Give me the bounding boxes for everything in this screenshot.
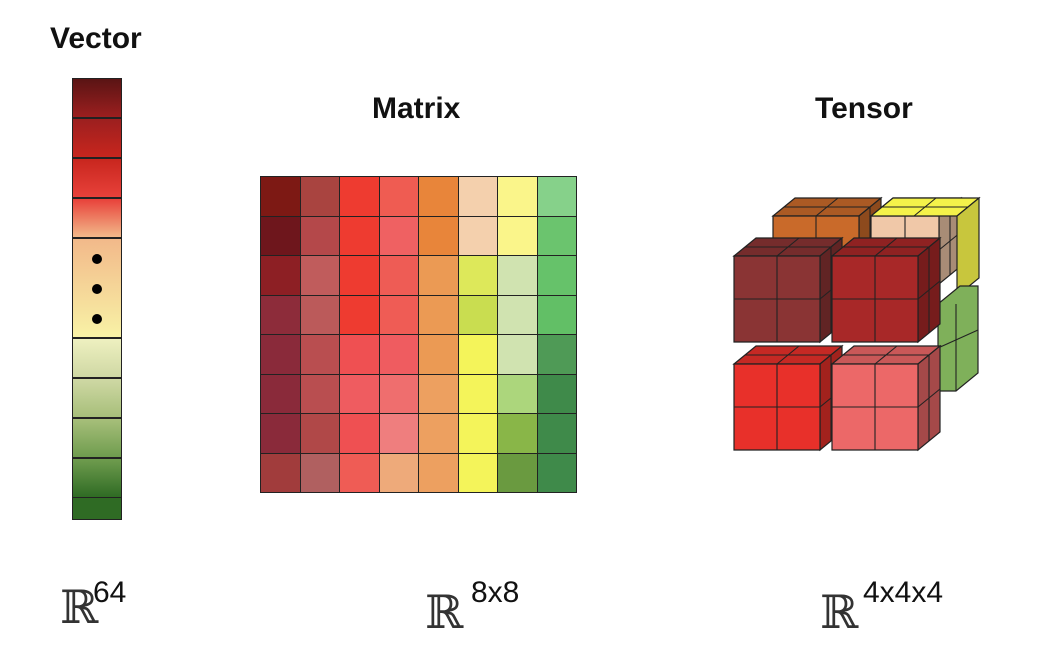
- matrix-cell: [378, 294, 419, 335]
- vector-cell: [72, 458, 122, 498]
- matrix-cell: [457, 176, 498, 217]
- matrix-cell: [260, 255, 301, 296]
- matrix-cell: [536, 215, 577, 256]
- matrix-cell: [497, 294, 538, 335]
- vector-column: [72, 78, 122, 520]
- matrix-cell: [536, 452, 577, 493]
- matrix-cell: [260, 176, 301, 217]
- matrix-cell: [457, 255, 498, 296]
- matrix-cell: [260, 215, 301, 256]
- matrix-cell: [497, 215, 538, 256]
- matrix-cell: [497, 334, 538, 375]
- matrix-cell: [497, 255, 538, 296]
- matrix-cell: [339, 413, 380, 454]
- matrix-cell: [418, 294, 459, 335]
- matrix-cell: [418, 255, 459, 296]
- vector-real-symbol: ℝ: [60, 580, 99, 634]
- matrix-cell: [457, 373, 498, 414]
- matrix-cell: [457, 413, 498, 454]
- dot: [92, 314, 102, 324]
- matrix-cell: [418, 215, 459, 256]
- matrix-cell: [378, 176, 419, 217]
- dot: [92, 284, 102, 294]
- matrix-real-symbol: ℝ: [425, 585, 464, 639]
- matrix-cell: [536, 294, 577, 335]
- matrix-cell: [457, 334, 498, 375]
- matrix-cell: [299, 215, 340, 256]
- vector-title: Vector: [50, 22, 142, 55]
- matrix-cell: [418, 413, 459, 454]
- matrix-cell: [536, 373, 577, 414]
- matrix-cell: [299, 373, 340, 414]
- vector-cell: [72, 198, 122, 238]
- vector-dimension: 64: [93, 576, 127, 609]
- matrix-cell: [418, 452, 459, 493]
- matrix-cell: [418, 176, 459, 217]
- matrix-title: Matrix: [372, 92, 461, 125]
- tensor-real-symbol: ℝ: [820, 585, 859, 639]
- matrix-cell: [497, 373, 538, 414]
- matrix-cell: [378, 413, 419, 454]
- matrix-cell: [378, 452, 419, 493]
- matrix-cell: [536, 413, 577, 454]
- matrix-cell: [339, 373, 380, 414]
- matrix-cell: [339, 294, 380, 335]
- matrix-cell: [378, 255, 419, 296]
- matrix-cell: [378, 215, 419, 256]
- matrix-cell: [457, 294, 498, 335]
- matrix-cell: [299, 413, 340, 454]
- tensor-grid-line: [917, 280, 941, 300]
- tensor-title: Tensor: [815, 92, 913, 125]
- matrix-cell: [260, 294, 301, 335]
- matrix-cell: [299, 255, 340, 296]
- matrix-cell: [299, 334, 340, 375]
- matrix-cell: [418, 373, 459, 414]
- dot: [92, 254, 102, 264]
- matrix-cell: [339, 176, 380, 217]
- matrix-cell: [497, 452, 538, 493]
- matrix-grid: [260, 176, 577, 493]
- matrix-cell: [536, 255, 577, 296]
- matrix-cell: [299, 294, 340, 335]
- vector-cell: [72, 158, 122, 198]
- matrix-cell: [497, 176, 538, 217]
- matrix-cell: [299, 176, 340, 217]
- matrix-cell: [536, 334, 577, 375]
- vector-cell: [72, 118, 122, 158]
- tensor-dimension: 4x4x4: [863, 576, 944, 609]
- tensor-grid-line: [937, 329, 979, 349]
- matrix-cell: [457, 452, 498, 493]
- matrix-cell: [497, 413, 538, 454]
- matrix-cell: [339, 255, 380, 296]
- ellipsis-dots: [72, 238, 122, 338]
- vector-cell: [72, 338, 122, 378]
- tensor-grid-line: [917, 388, 941, 408]
- tensor-yellow-side: [956, 196, 980, 298]
- matrix-cell: [260, 452, 301, 493]
- matrix-cell: [260, 373, 301, 414]
- matrix-cell: [378, 373, 419, 414]
- matrix-cell: [418, 334, 459, 375]
- matrix-cell: [536, 176, 577, 217]
- matrix-cell: [339, 215, 380, 256]
- matrix-cell: [339, 452, 380, 493]
- vector-cell: [72, 378, 122, 418]
- tensor-cube: [732, 196, 981, 452]
- matrix-cell: [339, 334, 380, 375]
- matrix-cell: [457, 215, 498, 256]
- matrix-cell: [299, 452, 340, 493]
- vector-cell: [72, 78, 122, 118]
- matrix-dimension: 8x8: [471, 576, 520, 609]
- matrix-cell: [260, 334, 301, 375]
- matrix-cell: [378, 334, 419, 375]
- matrix-cell: [260, 413, 301, 454]
- vector-cell: [72, 418, 122, 458]
